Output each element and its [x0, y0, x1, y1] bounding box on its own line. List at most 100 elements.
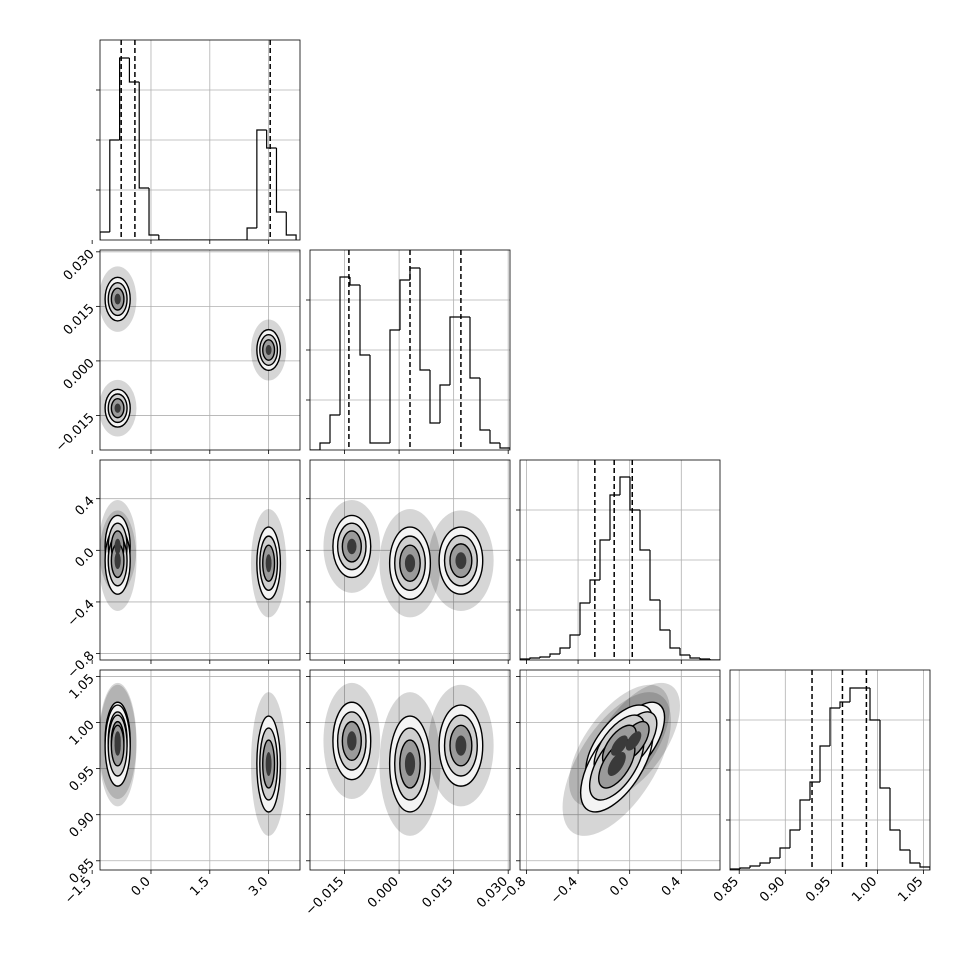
- panel-frame: [309, 669, 511, 871]
- histogram-bin: [849, 687, 860, 702]
- density-contour: [347, 538, 357, 555]
- y-tick-label: 0.030: [61, 247, 98, 284]
- histogram-bin: [319, 442, 330, 450]
- histogram-bin: [549, 653, 560, 657]
- histogram-bin: [779, 847, 790, 858]
- density-contour: [114, 403, 121, 413]
- histogram-bin: [539, 656, 550, 658]
- y-tick-label: −0.015: [53, 411, 98, 456]
- x-tick-label: 0.90: [757, 874, 788, 905]
- histogram-bin: [649, 550, 660, 601]
- density-contour: [404, 752, 416, 776]
- density-contour: [114, 735, 121, 756]
- histogram-bin: [499, 443, 510, 450]
- histogram-bin: [730, 868, 740, 870]
- density-contour: [114, 538, 121, 555]
- x-tick-label: 1.05: [895, 874, 926, 905]
- y-tick-label: −0.4: [65, 597, 98, 630]
- histogram-bin: [869, 688, 880, 721]
- histogram-bin: [285, 212, 297, 240]
- density-contour: [455, 552, 467, 570]
- y-tick-label: 0.015: [61, 301, 98, 338]
- histogram-bin: [669, 630, 680, 649]
- histogram-bin: [889, 788, 900, 831]
- histogram-bin: [329, 414, 340, 443]
- histogram-bin: [629, 477, 640, 511]
- histogram-bin: [128, 58, 140, 83]
- x-tick-label: −0.015: [303, 874, 348, 919]
- density-contour: [610, 735, 628, 756]
- density-contour: [625, 731, 642, 751]
- histogram-bin: [689, 655, 700, 659]
- x-tick-label: 3.0: [246, 874, 271, 899]
- panel: [100, 40, 300, 240]
- histogram-bin: [559, 647, 570, 654]
- histogram-bin: [100, 231, 110, 240]
- panel: [310, 460, 510, 660]
- panel-frame: [99, 669, 301, 871]
- density-contour: [607, 752, 626, 776]
- histogram-bin: [789, 829, 800, 848]
- density-contour: [265, 554, 272, 573]
- histogram-bin: [769, 857, 780, 863]
- x-tick-label: 0.0: [129, 874, 154, 899]
- y-tick-label: 0.000: [61, 356, 98, 393]
- panel: [730, 670, 930, 870]
- histogram-bin: [639, 510, 650, 551]
- histogram-bin: [569, 634, 580, 648]
- x-tick-label: 0.015: [420, 874, 457, 911]
- histogram-bin: [879, 720, 890, 789]
- panel-frame: [99, 39, 301, 241]
- histogram-bin: [589, 579, 600, 603]
- y-tick-label: 0.95: [67, 764, 98, 795]
- panel: [100, 460, 300, 660]
- histogram-bin: [489, 430, 500, 444]
- panel-frame: [729, 669, 931, 871]
- panel-frame: [519, 459, 721, 661]
- histogram-bin: [899, 830, 910, 851]
- histogram-bin: [829, 707, 840, 746]
- histogram-bin: [679, 648, 690, 656]
- histogram-bin: [599, 539, 610, 580]
- histogram-bin: [359, 285, 370, 356]
- panel-frame: [519, 669, 721, 871]
- histogram-bin: [339, 276, 350, 415]
- histogram-bin: [529, 657, 540, 659]
- histogram-bin: [399, 279, 410, 330]
- histogram-bin: [909, 850, 920, 864]
- histogram-bin: [819, 745, 830, 782]
- histogram-bin: [520, 658, 530, 660]
- histogram-bin: [389, 329, 400, 443]
- histogram-bin: [148, 188, 159, 236]
- histogram-bin: [839, 701, 850, 708]
- panel-frame: [99, 459, 301, 661]
- histogram-bin: [158, 235, 169, 240]
- histogram-bin: [266, 130, 277, 149]
- histogram-bin: [749, 865, 760, 868]
- density-contour: [265, 344, 272, 356]
- panel-frame: [99, 249, 301, 451]
- x-tick-label: 0.95: [803, 874, 834, 905]
- histogram-bin: [759, 862, 770, 866]
- panel-frame: [309, 459, 511, 661]
- density-contour: [404, 554, 416, 573]
- histogram-bin: [119, 57, 130, 140]
- density-contour: [455, 735, 467, 756]
- x-tick-label: 1.00: [849, 874, 880, 905]
- x-tick-label: 0.85: [711, 874, 742, 905]
- histogram-bin: [579, 602, 590, 635]
- x-tick-label: 1.5: [187, 874, 212, 899]
- density-contour: [347, 731, 357, 751]
- histogram-bin: [246, 227, 257, 240]
- density-contour: [114, 293, 121, 305]
- histogram-bin: [409, 267, 420, 280]
- histogram-bin: [609, 494, 620, 540]
- histogram-bin: [799, 799, 810, 830]
- histogram-bin: [256, 129, 267, 228]
- histogram-bin: [479, 378, 490, 431]
- y-tick-label: 0.0: [72, 545, 97, 570]
- histogram-bin: [919, 863, 930, 870]
- x-tick-label: −0.4: [548, 874, 581, 907]
- panel: [100, 670, 300, 870]
